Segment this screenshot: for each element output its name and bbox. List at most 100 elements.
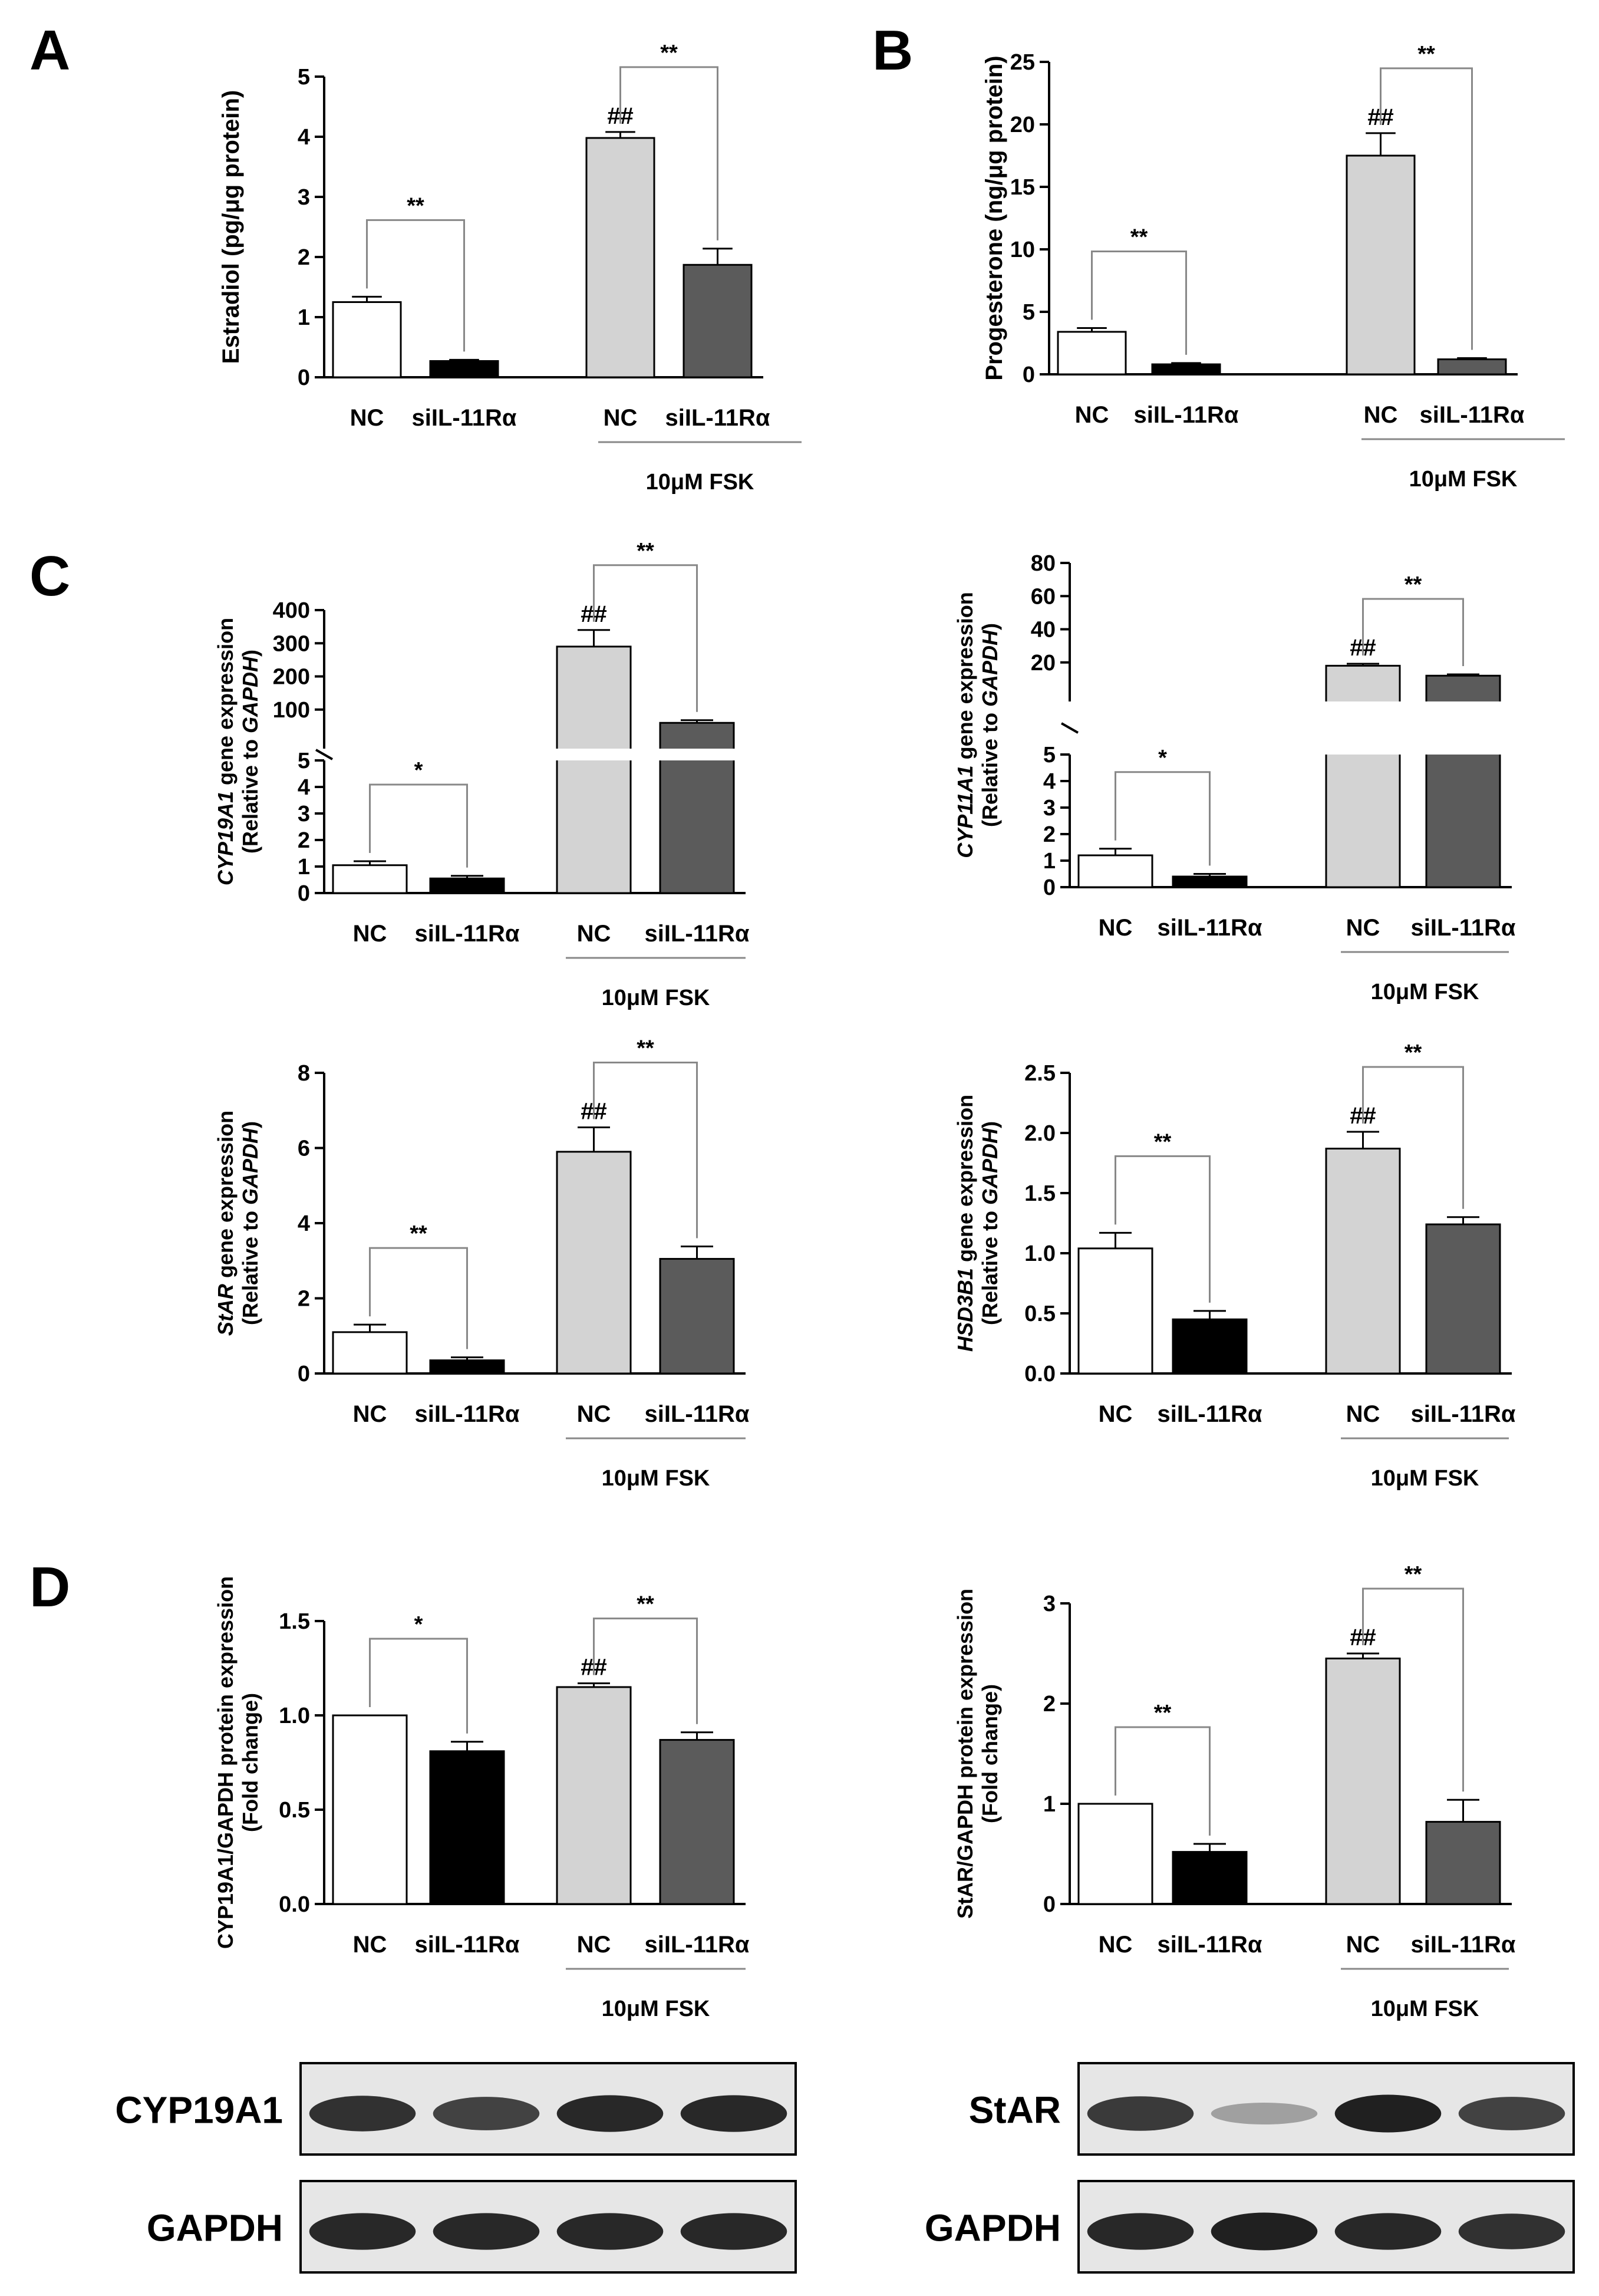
x-tick-label: NC [353, 1932, 387, 1958]
x-tick-label: siIL-11Rα [645, 921, 750, 947]
bar [1172, 1851, 1248, 1905]
fsk-significance-marker: ## [607, 103, 634, 129]
panel-letter-c: C [29, 545, 70, 608]
y-tick-label: 5 [1043, 743, 1056, 767]
bar-axis-break-gap [659, 749, 735, 760]
y-tick-label-upper: 80 [1031, 551, 1056, 576]
significance-bracket [619, 66, 718, 241]
blot-band [1458, 2097, 1565, 2130]
x-tick-label: siIL-11Rα [1411, 1401, 1516, 1427]
bar [1151, 363, 1221, 375]
fsk-group-label: 10μM FSK [602, 986, 710, 1010]
blot-row-label: StAR [969, 2089, 1061, 2132]
x-tick-label: siIL-11Rα [645, 1932, 750, 1958]
blot-band [1211, 2212, 1318, 2251]
y-tick-label: 0.0 [1024, 1362, 1056, 1386]
x-tick-label: siIL-11Rα [412, 405, 517, 431]
y-tick-label: 3 [1043, 796, 1056, 821]
significance-bracket [1115, 771, 1211, 866]
x-tick-label: NC [1099, 915, 1133, 941]
x-tick-label: NC [577, 1932, 611, 1958]
significance-marker: ** [637, 1036, 654, 1060]
significance-bracket [1362, 1587, 1464, 1792]
y-tick-label: 1.0 [1024, 1241, 1056, 1266]
fsk-significance-marker: ## [1367, 104, 1394, 130]
significance-marker: ** [1154, 1701, 1172, 1725]
bar-axis-break-gap [1425, 701, 1501, 755]
significance-bracket [593, 1618, 698, 1724]
y-tick-label: 3 [1043, 1592, 1056, 1616]
blot-band [1087, 2096, 1194, 2131]
y-axis-label-secondary: (Relative to GAPDH) [978, 623, 1002, 827]
x-tick-label: siIL-11Rα [415, 921, 520, 947]
significance-marker: ** [1405, 1562, 1422, 1587]
y-tick-label: 4 [298, 125, 310, 150]
y-tick-label: 5 [298, 749, 310, 773]
blot-band [680, 2213, 787, 2250]
significance-bracket [369, 783, 468, 868]
bar [1077, 854, 1153, 888]
blot-band [680, 2095, 787, 2132]
bar [1325, 1658, 1401, 1905]
blot-band [309, 2213, 416, 2250]
chart-hsd3b1-gene: 0.0 0.5 1.0 1.5 2.0 2.5 HSD3B1 gene expression… [953, 1040, 1516, 1491]
y-tick-label: 1 [298, 855, 310, 879]
bar [556, 1686, 632, 1905]
y-tick-label-upper: 300 [273, 631, 310, 656]
panel-letter-b: B [872, 19, 913, 82]
y-tick-label: 1 [1043, 849, 1056, 874]
y-axis-label: CYP19A1 gene expression [213, 618, 238, 885]
y-axis-label-secondary: (Fold change) [238, 1693, 262, 1832]
y-tick-label: 4 [298, 775, 310, 800]
significance-marker: * [414, 758, 423, 783]
y-tick-label: 0.5 [279, 1798, 310, 1823]
x-tick-label: NC [1346, 915, 1380, 941]
blot-row-label: GAPDH [925, 2207, 1061, 2249]
significance-bracket [1362, 1066, 1464, 1209]
y-tick-label: 2.5 [1024, 1061, 1056, 1086]
y-tick-label-upper: 100 [273, 698, 310, 723]
y-tick-label-upper: 200 [273, 665, 310, 690]
y-axis-label: Estradiol (pg/μg protein) [218, 90, 244, 364]
y-tick-label: 15 [1010, 175, 1035, 200]
y-tick-label-upper: 400 [273, 598, 310, 623]
bar [332, 864, 408, 894]
y-axis-label-secondary: (Relative to GAPDH) [238, 1121, 262, 1325]
x-tick-label: NC [577, 1401, 611, 1427]
bar [1057, 331, 1127, 375]
y-tick-label: 0 [1043, 1892, 1056, 1917]
bar [659, 722, 735, 894]
bar [429, 1359, 505, 1375]
fsk-group-label: 10μM FSK [1409, 467, 1518, 492]
y-tick-label: 3 [298, 185, 310, 210]
y-tick-label: 1.5 [279, 1609, 310, 1634]
fsk-significance-marker: ## [1350, 1625, 1376, 1651]
blot-row-label: GAPDH [147, 2207, 283, 2249]
chart-star-gene: 0 2 4 6 8 StAR gene expression (Relative to GA… [213, 1036, 750, 1491]
y-tick-label: 1.5 [1024, 1181, 1056, 1206]
x-tick-label: siIL-11Rα [415, 1932, 520, 1958]
bar [585, 137, 655, 378]
bar [659, 1258, 735, 1375]
significance-marker: ** [1154, 1129, 1172, 1154]
y-tick-label: 0 [298, 1362, 310, 1386]
significance-bracket [1380, 67, 1473, 350]
chart-cyp19a1-protein: 0.0 0.5 1.0 1.5 CYP19A1/GAPDH protein expres… [213, 1576, 750, 2021]
axis-break-mark [315, 749, 333, 760]
y-tick-label: 0 [298, 881, 310, 906]
bar [1437, 358, 1507, 375]
significance-marker: ** [1405, 1040, 1422, 1065]
blot-band [433, 2213, 540, 2250]
y-tick-label: 2 [298, 1287, 310, 1312]
y-tick-label: 5 [298, 65, 310, 90]
bar [1172, 1318, 1248, 1375]
significance-marker: ** [660, 41, 678, 65]
bar [429, 1750, 505, 1905]
bar [1325, 1148, 1401, 1375]
bar [1077, 1803, 1153, 1905]
y-tick-label: 1 [298, 305, 310, 330]
x-tick-label: NC [1364, 402, 1398, 428]
blot-band [1087, 2213, 1194, 2250]
y-tick-label: 3 [298, 802, 310, 826]
